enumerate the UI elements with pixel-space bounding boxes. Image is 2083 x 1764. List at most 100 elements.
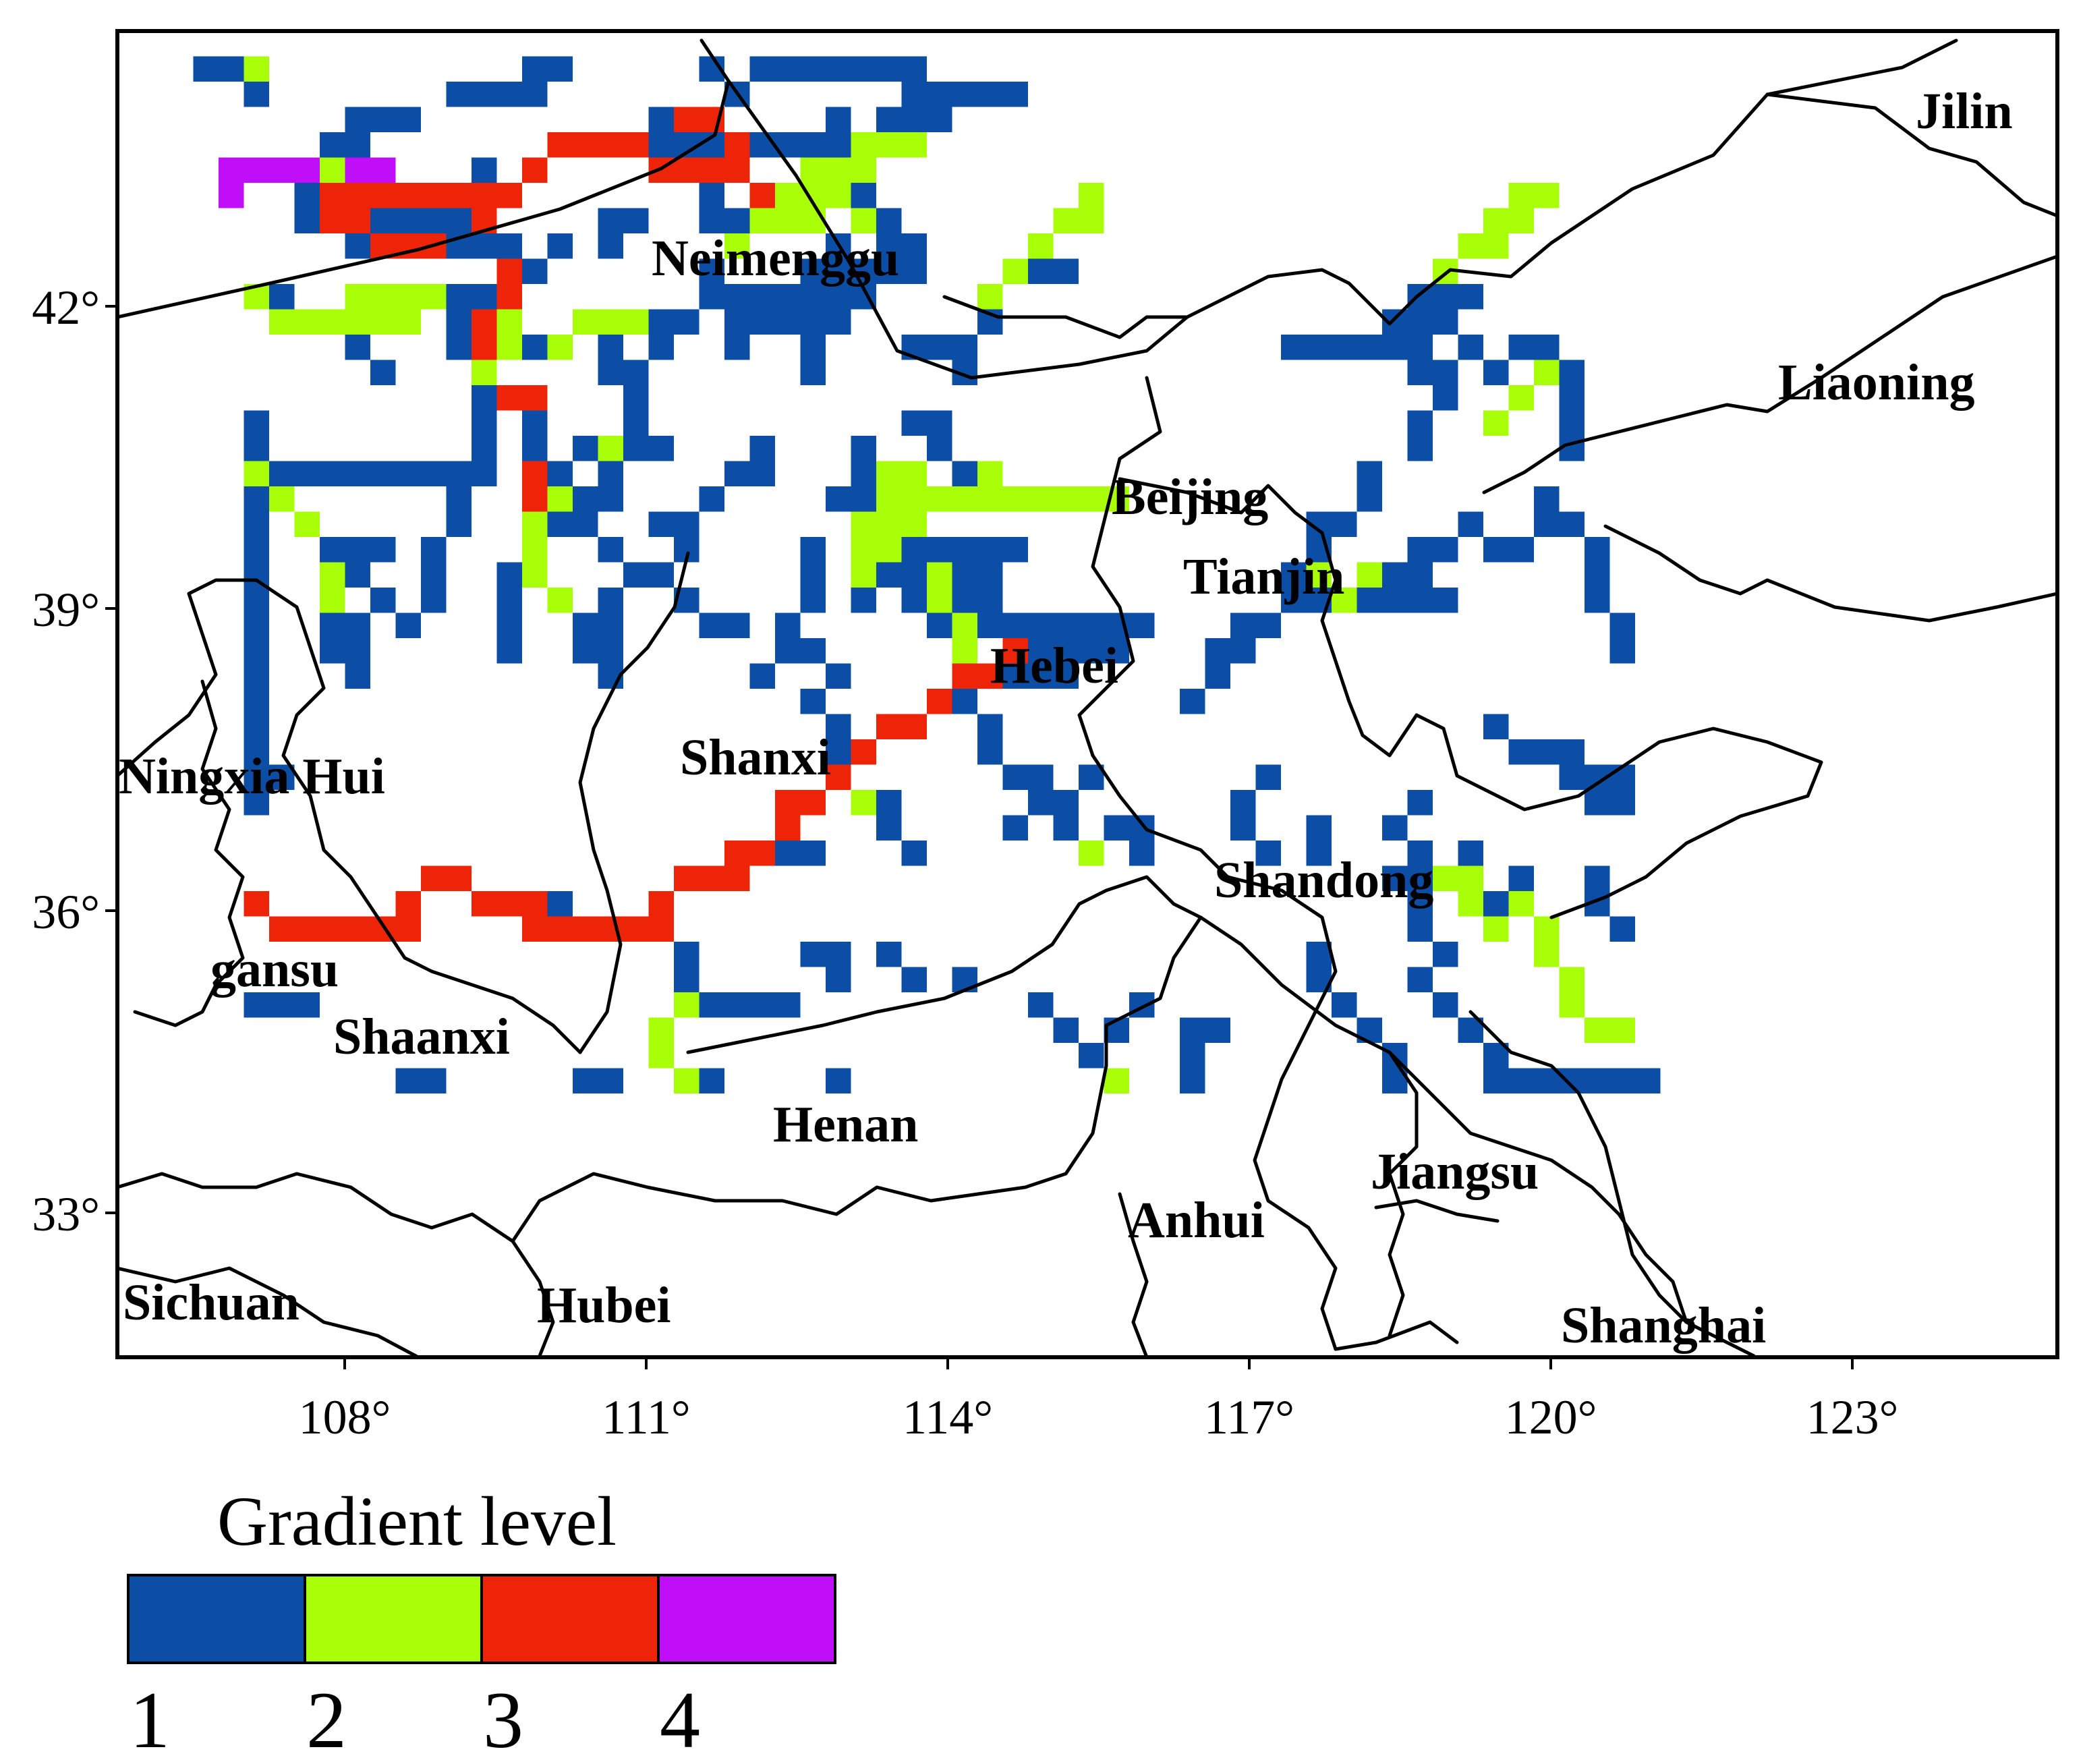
province-borders	[117, 38, 2057, 1357]
grid-cell-level-2	[1332, 588, 1357, 613]
grid-cell-level-4	[345, 157, 370, 183]
grid-cell-level-1	[1534, 486, 1560, 512]
grid-cell-level-2	[1508, 891, 1534, 917]
grid-cell-level-3	[623, 132, 649, 158]
grid-cell-level-2	[851, 790, 876, 816]
x-axis-ticks	[343, 1357, 1854, 1369]
grid-cell-level-1	[648, 107, 674, 132]
grid-cell-level-1	[826, 284, 851, 310]
grid-cell-level-2	[876, 537, 902, 563]
grid-cell-level-1	[826, 56, 851, 82]
grid-cell-level-1	[1382, 815, 1408, 841]
grid-cell-level-3	[522, 486, 548, 512]
grid-cell-level-2	[496, 335, 522, 360]
grid-cell-level-1	[699, 258, 724, 284]
grid-cell-level-1	[1585, 865, 1610, 891]
grid-cell-level-2	[244, 56, 269, 82]
grid-cell-level-1	[1357, 588, 1382, 613]
grid-cell-level-1	[901, 562, 927, 588]
grid-cell-level-1	[876, 562, 902, 588]
legend-swatch-2	[304, 1574, 483, 1664]
grid-cell-level-2	[876, 486, 902, 512]
grid-cell-level-2	[345, 309, 370, 335]
grid-cell-level-1	[1129, 841, 1155, 866]
grid-cell-level-1	[1306, 942, 1332, 967]
grid-cell-level-3	[496, 891, 522, 917]
grid-cell-level-1	[800, 638, 826, 664]
grid-cell-level-1	[749, 309, 775, 335]
grid-cell-level-1	[496, 638, 522, 664]
grid-cell-level-2	[1534, 942, 1560, 967]
grid-cell-level-1	[1534, 1068, 1560, 1093]
grid-cell-level-1	[370, 537, 396, 563]
grid-cell-level-2	[1053, 208, 1079, 233]
grid-cell-level-3	[320, 183, 345, 208]
grid-cell-level-1	[876, 56, 902, 82]
grid-cell-level-1	[851, 486, 876, 512]
grid-cell-level-1	[522, 258, 548, 284]
grid-cell-level-1	[1357, 486, 1382, 512]
grid-cell-level-1	[826, 739, 851, 765]
grid-cell-level-3	[547, 132, 573, 158]
grid-cell-level-3	[244, 891, 269, 917]
grid-cell-level-2	[598, 309, 623, 335]
grid-cell-level-1	[573, 486, 598, 512]
grid-cell-level-1	[927, 107, 952, 132]
grid-cell-level-1	[269, 992, 295, 1018]
grid-cell-level-1	[1433, 537, 1458, 563]
grid-cell-level-1	[901, 537, 927, 563]
grid-cell-level-1	[952, 689, 977, 714]
grid-cell-level-1	[547, 461, 573, 486]
grid-cell-level-3	[496, 183, 522, 208]
grid-cell-level-1	[244, 410, 269, 436]
grid-cell-level-1	[851, 588, 876, 613]
grid-cell-level-1	[1433, 942, 1458, 967]
grid-cell-level-1	[244, 562, 269, 588]
grid-cell-level-2	[952, 613, 977, 638]
grid-cell-level-1	[927, 436, 952, 461]
grid-cell-level-1	[472, 461, 497, 486]
region-label-beijing: Beijing	[1112, 469, 1268, 525]
grid-cell-level-1	[1332, 992, 1357, 1018]
grid-cell-level-3	[826, 764, 851, 790]
grid-cell-level-1	[749, 992, 775, 1018]
grid-cell-level-2	[851, 537, 876, 563]
grid-cell-level-1	[1609, 1068, 1635, 1093]
grid-cell-level-2	[623, 309, 649, 335]
grid-cell-level-3	[496, 258, 522, 284]
grid-cell-level-3	[724, 157, 750, 183]
grid-cell-level-1	[1407, 360, 1433, 385]
grid-cell-level-1	[598, 1068, 623, 1093]
grid-cell-level-1	[496, 613, 522, 638]
grid-cell-level-1	[269, 461, 295, 486]
grid-cell-level-1	[623, 436, 649, 461]
grid-cell-level-2	[876, 461, 902, 486]
grid-cell-level-1	[648, 335, 674, 360]
grid-cell-level-2	[1002, 258, 1028, 284]
region-label-liaoning: Liaoning	[1778, 354, 1974, 411]
grid-cell-level-1	[522, 410, 548, 436]
grid-cell-level-1	[800, 562, 826, 588]
grid-cell-level-1	[724, 613, 750, 638]
grid-cell-level-1	[446, 461, 472, 486]
grid-cell-level-1	[547, 891, 573, 917]
grid-cell-level-3	[522, 157, 548, 183]
grid-cell-level-1	[1407, 588, 1433, 613]
region-label-sichuan: Sichuan	[123, 1274, 299, 1331]
grid-cell-level-2	[472, 360, 497, 385]
grid-cell-level-2	[598, 436, 623, 461]
grid-cell-level-1	[345, 107, 370, 132]
grid-cell-level-1	[573, 511, 598, 537]
grid-cell-level-1	[345, 638, 370, 664]
grid-cell-level-4	[219, 157, 244, 183]
legend-swatch-3	[480, 1574, 660, 1664]
grid-cell-level-1	[826, 714, 851, 739]
grid-cell-level-1	[699, 208, 724, 233]
grid-cell-level-1	[320, 638, 345, 664]
grid-cell-level-1	[244, 739, 269, 765]
grid-cell-level-1	[952, 82, 977, 107]
grid-cell-level-1	[244, 486, 269, 512]
grid-cell-level-1	[1255, 841, 1281, 866]
grid-cell-level-3	[472, 183, 497, 208]
grid-cell-level-1	[1028, 992, 1054, 1018]
